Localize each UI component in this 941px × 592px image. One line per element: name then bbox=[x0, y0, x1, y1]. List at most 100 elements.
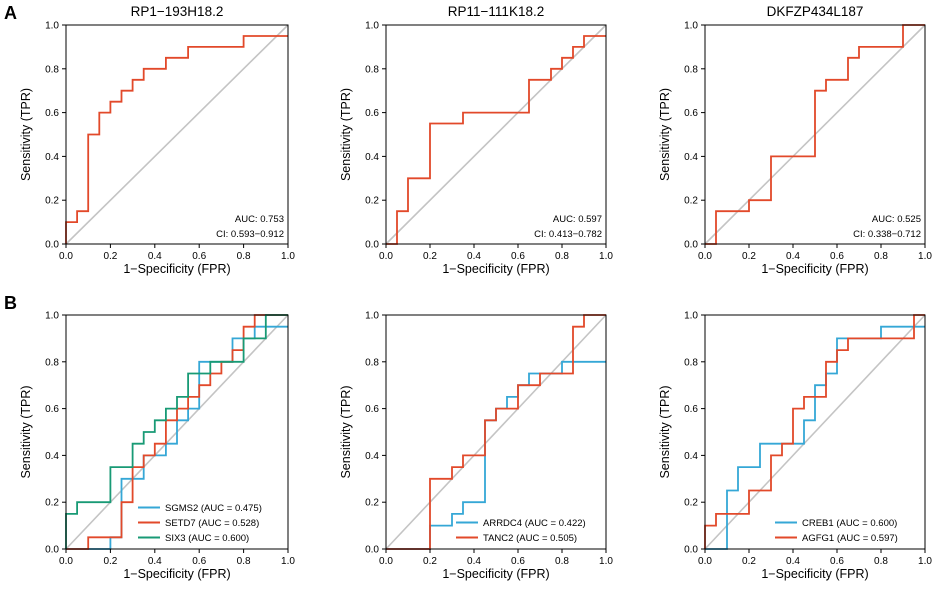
ci-annotation: CI: 0.593−0.912 bbox=[216, 229, 284, 240]
x-tick-label: 0.4 bbox=[786, 556, 800, 567]
roc-panel-6: 0.0 0.2 0.4 0.6 0.8 1.0 0.0 0.2 0.4 0.6 0.8 1.0 1−Sp… bbox=[658, 311, 932, 582]
plot-frame bbox=[704, 314, 926, 550]
x-tick-label: 0.0 bbox=[59, 251, 73, 262]
y-tick-label: 0.2 bbox=[684, 196, 698, 207]
y-tick-label: 0.2 bbox=[365, 498, 379, 509]
x-tick-label: 1.0 bbox=[599, 251, 613, 262]
x-tick-label: 0.0 bbox=[59, 556, 73, 567]
x-tick-label: 0.2 bbox=[742, 556, 756, 567]
diagonal-reference-line bbox=[385, 24, 607, 245]
roc-panel-1: A RP1−193H18.2 0.0 0.2 0.4 0.6 0.8 1.0 0.0 0.2 0.4… bbox=[4, 3, 295, 276]
y-tick-label: 0.0 bbox=[684, 240, 698, 251]
legend-entry: ARRDC4 (AUC = 0.422) bbox=[483, 518, 586, 529]
x-axis-label: 1−Specificity (FPR) bbox=[442, 262, 549, 276]
x-axis-label: 1−Specificity (FPR) bbox=[123, 262, 230, 276]
x-tick-label: 0.2 bbox=[103, 251, 117, 262]
y-tick-label: 0.4 bbox=[45, 451, 59, 462]
auc-annotation: AUC: 0.597 bbox=[553, 214, 602, 225]
panel-letter: B bbox=[4, 293, 17, 313]
x-tick-label: 0.4 bbox=[786, 251, 800, 262]
x-tick-label: 0.6 bbox=[192, 251, 206, 262]
y-tick-label: 0.8 bbox=[365, 64, 379, 75]
y-tick-label: 0.4 bbox=[365, 451, 379, 462]
y-tick-label: 0.8 bbox=[684, 357, 698, 368]
y-tick-label: 0.0 bbox=[684, 545, 698, 556]
legend-entry: SETD7 (AUC = 0.528) bbox=[165, 518, 259, 529]
y-tick-label: 0.6 bbox=[365, 108, 379, 119]
roc-curve-tanc2 bbox=[386, 314, 606, 550]
roc-curve-1 bbox=[386, 35, 606, 245]
auc-annotation: AUC: 0.525 bbox=[872, 214, 921, 225]
plot-frame bbox=[704, 24, 926, 245]
roc-curve-six3 bbox=[65, 314, 288, 549]
legend-entry: SGMS2 (AUC = 0.475) bbox=[165, 503, 262, 514]
roc-curve-sgms2 bbox=[66, 325, 288, 550]
plot-frame bbox=[385, 314, 607, 550]
ci-annotation: CI: 0.338−0.712 bbox=[853, 229, 921, 240]
x-tick-label: 0.8 bbox=[237, 556, 251, 567]
roc-panel-3: DKFZP434L187 0.0 0.2 0.4 0.6 0.8 1.0 0.0 0.2 0.4 0… bbox=[658, 4, 932, 276]
y-tick-label: 1.0 bbox=[365, 311, 379, 322]
y-axis-label: Sensitivity (TPR) bbox=[339, 385, 353, 478]
x-tick-label: 0.0 bbox=[379, 556, 393, 567]
x-tick-label: 1.0 bbox=[599, 556, 613, 567]
ci-annotation: CI: 0.413−0.782 bbox=[534, 229, 602, 240]
x-tick-label: 0.6 bbox=[192, 556, 206, 567]
x-tick-label: 0.0 bbox=[698, 556, 712, 567]
x-tick-label: 1.0 bbox=[281, 251, 295, 262]
chart-title: RP1−193H18.2 bbox=[131, 4, 224, 19]
legend-entry: CREB1 (AUC = 0.600) bbox=[802, 518, 897, 529]
x-tick-label: 0.2 bbox=[423, 251, 437, 262]
x-tick-label: 0.4 bbox=[467, 251, 481, 262]
y-tick-label: 0.2 bbox=[45, 196, 59, 207]
y-tick-label: 0.8 bbox=[684, 64, 698, 75]
roc-curve-setd7 bbox=[66, 314, 288, 550]
y-tick-label: 0.6 bbox=[684, 108, 698, 119]
y-tick-label: 0.0 bbox=[45, 240, 59, 251]
legend-entry: SIX3 (AUC = 0.600) bbox=[165, 533, 249, 544]
y-tick-label: 0.8 bbox=[45, 64, 59, 75]
y-tick-label: 1.0 bbox=[365, 21, 379, 32]
x-axis-label: 1−Specificity (FPR) bbox=[761, 567, 868, 581]
y-axis-label: Sensitivity (TPR) bbox=[658, 385, 672, 478]
y-tick-label: 0.2 bbox=[45, 498, 59, 509]
x-tick-label: 1.0 bbox=[918, 556, 932, 567]
auc-annotation: AUC: 0.753 bbox=[235, 214, 284, 225]
x-tick-label: 0.4 bbox=[148, 556, 162, 567]
y-tick-label: 0.4 bbox=[365, 152, 379, 163]
y-tick-label: 0.8 bbox=[45, 357, 59, 368]
plot-frame bbox=[65, 24, 289, 245]
roc-curve-1 bbox=[705, 24, 925, 245]
legend-entry: AGFG1 (AUC = 0.597) bbox=[802, 533, 898, 544]
x-axis-label: 1−Specificity (FPR) bbox=[761, 262, 868, 276]
y-tick-label: 0.4 bbox=[684, 451, 698, 462]
x-tick-label: 0.8 bbox=[555, 556, 569, 567]
x-axis-label: 1−Specificity (FPR) bbox=[123, 567, 230, 581]
x-tick-label: 0.0 bbox=[698, 251, 712, 262]
y-tick-label: 0.0 bbox=[365, 240, 379, 251]
x-tick-label: 0.6 bbox=[511, 556, 525, 567]
legend: SGMS2 (AUC = 0.475) SETD7 (AUC = 0.528) SI… bbox=[138, 503, 262, 544]
x-axis-label: 1−Specificity (FPR) bbox=[442, 567, 549, 581]
roc-curve-creb1 bbox=[705, 325, 925, 550]
legend: ARRDC4 (AUC = 0.422) TANC2 (AUC = 0.505) bbox=[456, 518, 586, 544]
y-axis-label: Sensitivity (TPR) bbox=[19, 385, 33, 478]
y-tick-label: 0.2 bbox=[684, 498, 698, 509]
chart-title: DKFZP434L187 bbox=[767, 4, 864, 19]
roc-panel-4: B 0.0 0.2 0.4 0.6 0.8 1.0 0.0 0.2 0.4 0.6 0.8 1.0 1−S… bbox=[4, 293, 295, 581]
x-tick-label: 0.2 bbox=[742, 251, 756, 262]
y-axis-label: Sensitivity (TPR) bbox=[339, 88, 353, 181]
y-axis-label: Sensitivity (TPR) bbox=[19, 88, 33, 181]
y-tick-label: 1.0 bbox=[45, 21, 59, 32]
chart-title: RP11−111K18.2 bbox=[448, 4, 544, 19]
plot-frame bbox=[65, 314, 289, 550]
x-tick-label: 0.6 bbox=[830, 251, 844, 262]
legend: CREB1 (AUC = 0.600) AGFG1 (AUC = 0.597) bbox=[775, 518, 898, 544]
y-tick-label: 1.0 bbox=[684, 311, 698, 322]
plot-frame bbox=[385, 24, 607, 245]
x-tick-label: 1.0 bbox=[281, 556, 295, 567]
y-tick-label: 0.8 bbox=[365, 357, 379, 368]
y-tick-label: 0.6 bbox=[365, 404, 379, 415]
y-tick-label: 0.4 bbox=[45, 152, 59, 163]
